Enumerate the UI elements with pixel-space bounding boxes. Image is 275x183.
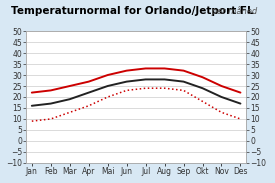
Text: per måned: per måned [209, 6, 257, 16]
Text: Temperaturnormal for Orlando/Jetport FL: Temperaturnormal for Orlando/Jetport FL [11, 6, 254, 16]
